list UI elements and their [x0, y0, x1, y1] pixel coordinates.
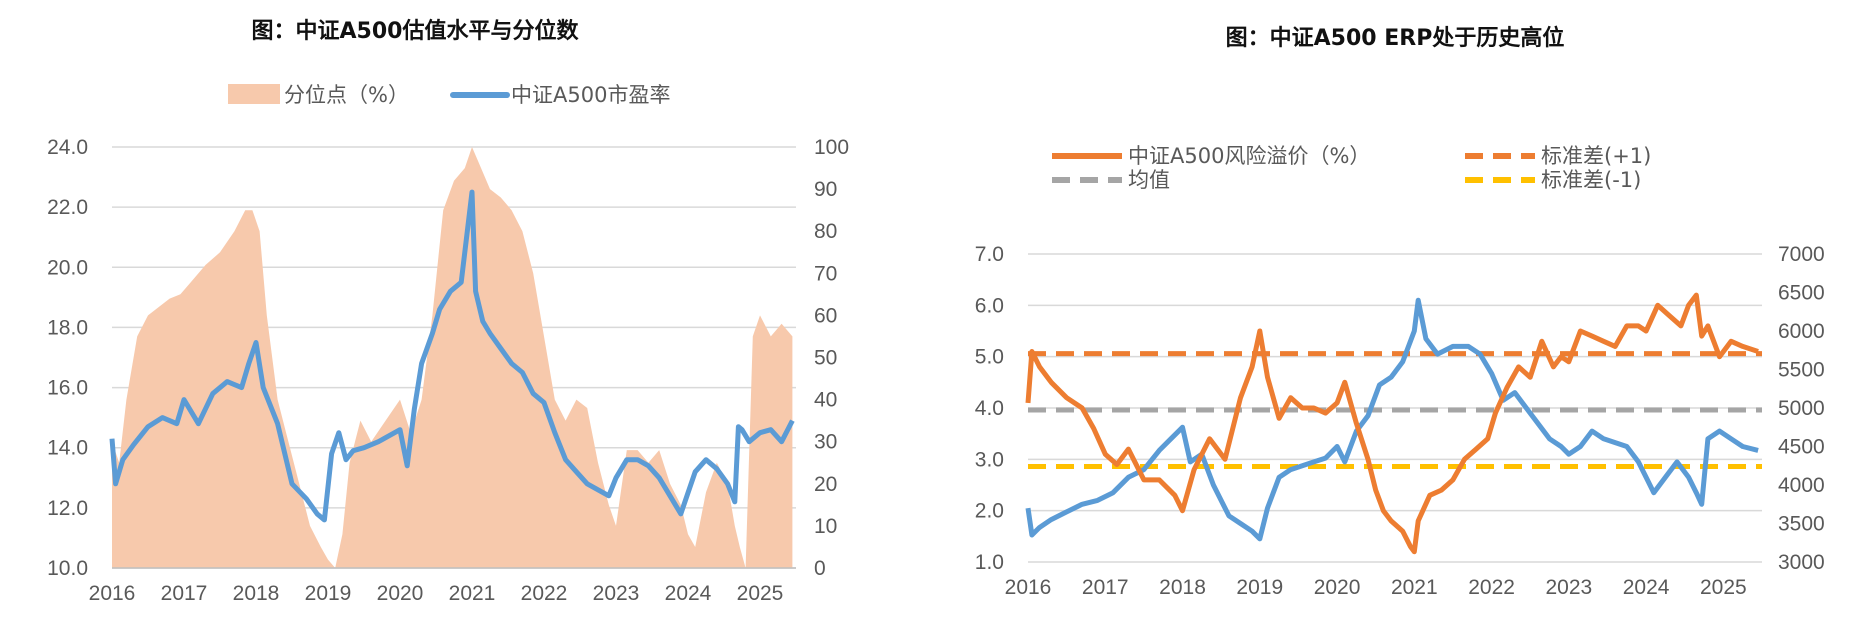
x-tick-label: 2023 — [593, 582, 640, 605]
chart1-title: 图：中证A500估值水平与分位数 — [252, 18, 580, 44]
x-tick-label: 2017 — [161, 582, 208, 605]
x-tick-label: 2016 — [1005, 576, 1052, 599]
y-right-tick-label: 90 — [814, 178, 837, 201]
y-left-tick-label: 5.0 — [975, 346, 1004, 369]
x-tick-label: 2019 — [1236, 576, 1283, 599]
erp-chart: 图：中证A500 ERP处于历史高位 中证A500风险溢价（%）均值 标准差(+1… — [975, 25, 1825, 599]
x-tick-label: 2019 — [305, 582, 352, 605]
x-tick-label: 2018 — [1159, 576, 1206, 599]
x-tick-label: 2017 — [1082, 576, 1129, 599]
y-left-tick-label: 22.0 — [47, 196, 88, 219]
y-right-tick-label: 6500 — [1778, 282, 1825, 305]
y-right-tick-label: 60 — [814, 304, 837, 327]
y-right-tick-label: 50 — [814, 347, 837, 370]
x-tick-label: 2024 — [665, 582, 712, 605]
y-right-tick-label: 30 — [814, 431, 837, 454]
y-right-tick-label: 3000 — [1778, 551, 1825, 574]
y-left-tick-label: 3.0 — [975, 448, 1004, 471]
y-left-tick-label: 7.0 — [975, 243, 1004, 266]
chart1-axes: 24.022.020.018.016.014.012.010.010090807… — [47, 136, 849, 605]
y-right-tick-label: 6000 — [1778, 320, 1825, 343]
chart1-area-series — [112, 147, 793, 568]
y-right-tick-label: 0 — [814, 557, 826, 580]
y-left-tick-label: 20.0 — [47, 256, 88, 279]
index-line — [1025, 297, 1759, 542]
y-right-tick-label: 70 — [814, 262, 837, 285]
y-left-tick-label: 6.0 — [975, 294, 1004, 317]
y-right-tick-label: 7000 — [1778, 243, 1825, 266]
y-right-tick-label: 40 — [814, 389, 837, 412]
y-left-tick-label: 18.0 — [47, 316, 88, 339]
x-tick-label: 2025 — [1700, 576, 1747, 599]
chart1-legend: 分位点（%） 中证A500市盈率 — [228, 83, 670, 107]
chart2-line-series — [1025, 292, 1762, 555]
chart2-legend: 中证A500风险溢价（%）均值 标准差(+1)标准差(-1) — [1052, 144, 1651, 192]
x-tick-label: 2023 — [1545, 576, 1592, 599]
legend-label-pe: 中证A500市盈率 — [511, 83, 670, 107]
y-right-tick-label: 4000 — [1778, 474, 1825, 497]
x-tick-label: 2025 — [737, 582, 784, 605]
legend-swatch-percentile — [228, 84, 280, 104]
x-tick-label: 2024 — [1623, 576, 1670, 599]
chart1-line-series — [109, 189, 795, 523]
y-right-tick-label: 10 — [814, 515, 837, 538]
percentile-area — [112, 147, 793, 568]
chart2-axes: 7.0 6.0 5.0 4.0 3.0 2.0 1.0 7000 6500 6000 5500 500… — [975, 243, 1825, 599]
y-left-tick-label: 10.0 — [47, 557, 88, 580]
valuation-percentile-chart: 图：中证A500估值水平与分位数 分位点（%） 中证A500市盈率 24.0 22.… — [47, 18, 849, 605]
y-left-tick-label: 24.0 — [47, 136, 88, 159]
x-tick-label: 2021 — [1391, 576, 1438, 599]
x-tick-label: 2020 — [1314, 576, 1361, 599]
x-tick-label: 2020 — [377, 582, 424, 605]
x-tick-label: 2022 — [521, 582, 568, 605]
legend-label-percentile: 分位点（%） — [284, 83, 409, 107]
x-tick-label: 2018 — [233, 582, 280, 605]
x-tick-label: 2016 — [89, 582, 136, 605]
y-right-tick-label: 4500 — [1778, 436, 1825, 459]
pe-ratio-line — [109, 189, 795, 523]
y-right-tick-label: 20 — [814, 473, 837, 496]
legend-label: 中证A500风险溢价（%） — [1128, 144, 1370, 168]
y-left-tick-label: 14.0 — [47, 437, 88, 460]
y-left-tick-label: 2.0 — [975, 500, 1004, 523]
y-right-tick-label: 5000 — [1778, 397, 1825, 420]
y-left-tick-label: 12.0 — [47, 497, 88, 520]
y-right-tick-label: 3500 — [1778, 513, 1825, 536]
x-tick-label: 2021 — [449, 582, 496, 605]
y-right-tick-label: 80 — [814, 220, 837, 243]
x-tick-label: 2022 — [1468, 576, 1515, 599]
y-left-tick-label: 16.0 — [47, 377, 88, 400]
y-right-tick-label: 5500 — [1778, 359, 1825, 382]
chart2-title: 图：中证A500 ERP处于历史高位 — [1226, 25, 1565, 51]
legend-label: 标准差(-1) — [1541, 168, 1641, 192]
y-left-tick-label: 4.0 — [975, 397, 1004, 420]
erp-line — [1025, 292, 1759, 555]
legend-label: 标准差(+1) — [1541, 144, 1651, 168]
y-right-tick-label: 100 — [814, 136, 849, 159]
legend-label: 均值 — [1128, 168, 1170, 192]
y-left-tick-label: 1.0 — [975, 551, 1004, 574]
